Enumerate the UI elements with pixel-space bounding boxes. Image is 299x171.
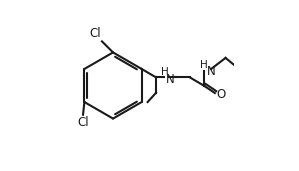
Text: Cl: Cl: [89, 27, 101, 40]
Text: H: H: [161, 67, 168, 77]
Text: N: N: [207, 65, 215, 78]
Text: H: H: [200, 60, 208, 70]
Text: Cl: Cl: [77, 116, 89, 129]
Text: O: O: [216, 88, 225, 101]
Text: N: N: [166, 73, 175, 86]
